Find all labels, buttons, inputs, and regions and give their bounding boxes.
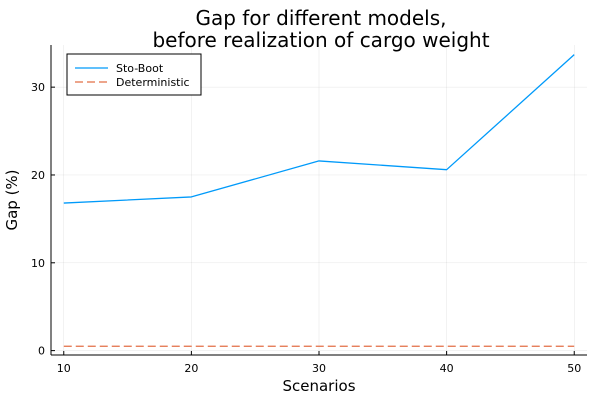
y-tick-label: 30: [31, 81, 45, 94]
legend-label-series-2: Deterministic: [116, 76, 190, 89]
x-tick-label: 50: [567, 362, 581, 375]
y-axis-label: Gap (%): [3, 169, 21, 230]
x-axis-label: Scenarios: [282, 377, 355, 395]
x-tick-label: 30: [312, 362, 326, 375]
legend-box: [66, 53, 202, 96]
chart-title-line-2: before realization of cargo weight: [152, 28, 489, 52]
x-tick-label: 40: [440, 362, 454, 375]
series-line-1: [63, 54, 575, 204]
x-tick-label: 10: [57, 362, 71, 375]
legend-label-series-1: Sto-Boot: [116, 62, 164, 75]
tick-labels: 10 20 30 40 50 0 10 20 30: [31, 81, 581, 375]
legend: Sto-Boot Deterministic: [66, 53, 202, 96]
y-tick-label: 20: [31, 169, 45, 182]
y-tick-label: 10: [31, 257, 45, 270]
y-tick-label: 0: [38, 345, 45, 358]
series: [63, 54, 575, 347]
x-tick-label: 20: [184, 362, 198, 375]
chart-title-line-1: Gap for different models,: [195, 6, 446, 30]
grid: [51, 45, 587, 355]
